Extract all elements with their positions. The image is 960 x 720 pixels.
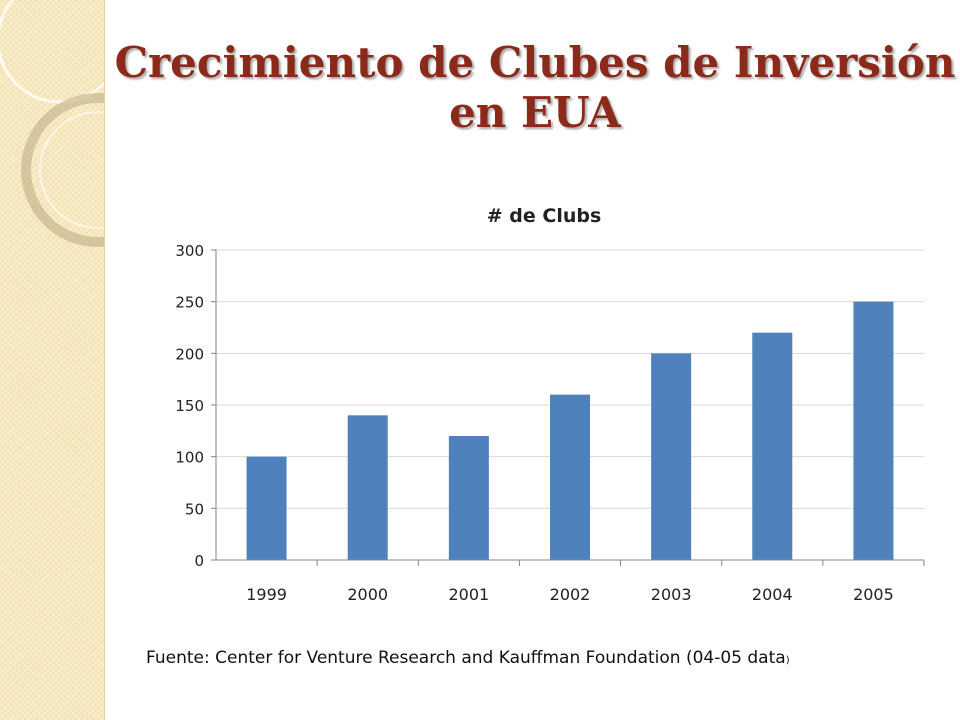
decorative-rings	[0, 0, 104, 247]
x-tick-label: 2004	[752, 585, 793, 604]
source-closing-paren: )	[785, 655, 790, 666]
y-tick-label: 50	[185, 500, 204, 518]
y-tick-label: 250	[175, 294, 204, 312]
slide-title-line2: en EUA	[449, 88, 621, 137]
decorative-side-panel	[0, 0, 105, 720]
x-tick-label: 2003	[651, 585, 692, 604]
chart-title: # de Clubs	[487, 205, 602, 227]
x-axis-ticks: 1999 2000 2001 2002 2003 2004 2005	[246, 560, 925, 604]
bar-2005	[853, 301, 894, 560]
source-note: Fuente: Center for Venture Research and …	[146, 648, 790, 668]
y-tick-label: 100	[175, 449, 204, 467]
bars	[246, 301, 894, 560]
x-tick-label: 2000	[347, 585, 388, 604]
y-tick-label: 200	[175, 345, 204, 363]
x-tick-label: 2001	[448, 585, 489, 604]
x-tick-label: 2002	[550, 585, 591, 604]
bar-2004	[752, 332, 793, 560]
y-tick-label: 0	[194, 552, 204, 570]
bar-2002	[550, 394, 590, 560]
y-axis-ticks: 0 50 100 150 200 250 300	[175, 242, 216, 570]
bar-1999	[246, 456, 287, 560]
bar-2000	[347, 415, 388, 560]
slide-title: Crecimiento de Clubes de Inversión en EU…	[110, 38, 960, 138]
y-tick-label: 150	[175, 397, 204, 415]
x-tick-label: 2005	[853, 585, 894, 604]
bar-2001	[448, 436, 489, 560]
bar-2003	[651, 353, 692, 560]
y-tick-label: 300	[175, 242, 204, 260]
x-tick-label: 1999	[246, 585, 287, 604]
source-text: Fuente: Center for Venture Research and …	[146, 648, 786, 668]
slide-title-line1: Crecimiento de Clubes de Inversión	[114, 38, 956, 87]
